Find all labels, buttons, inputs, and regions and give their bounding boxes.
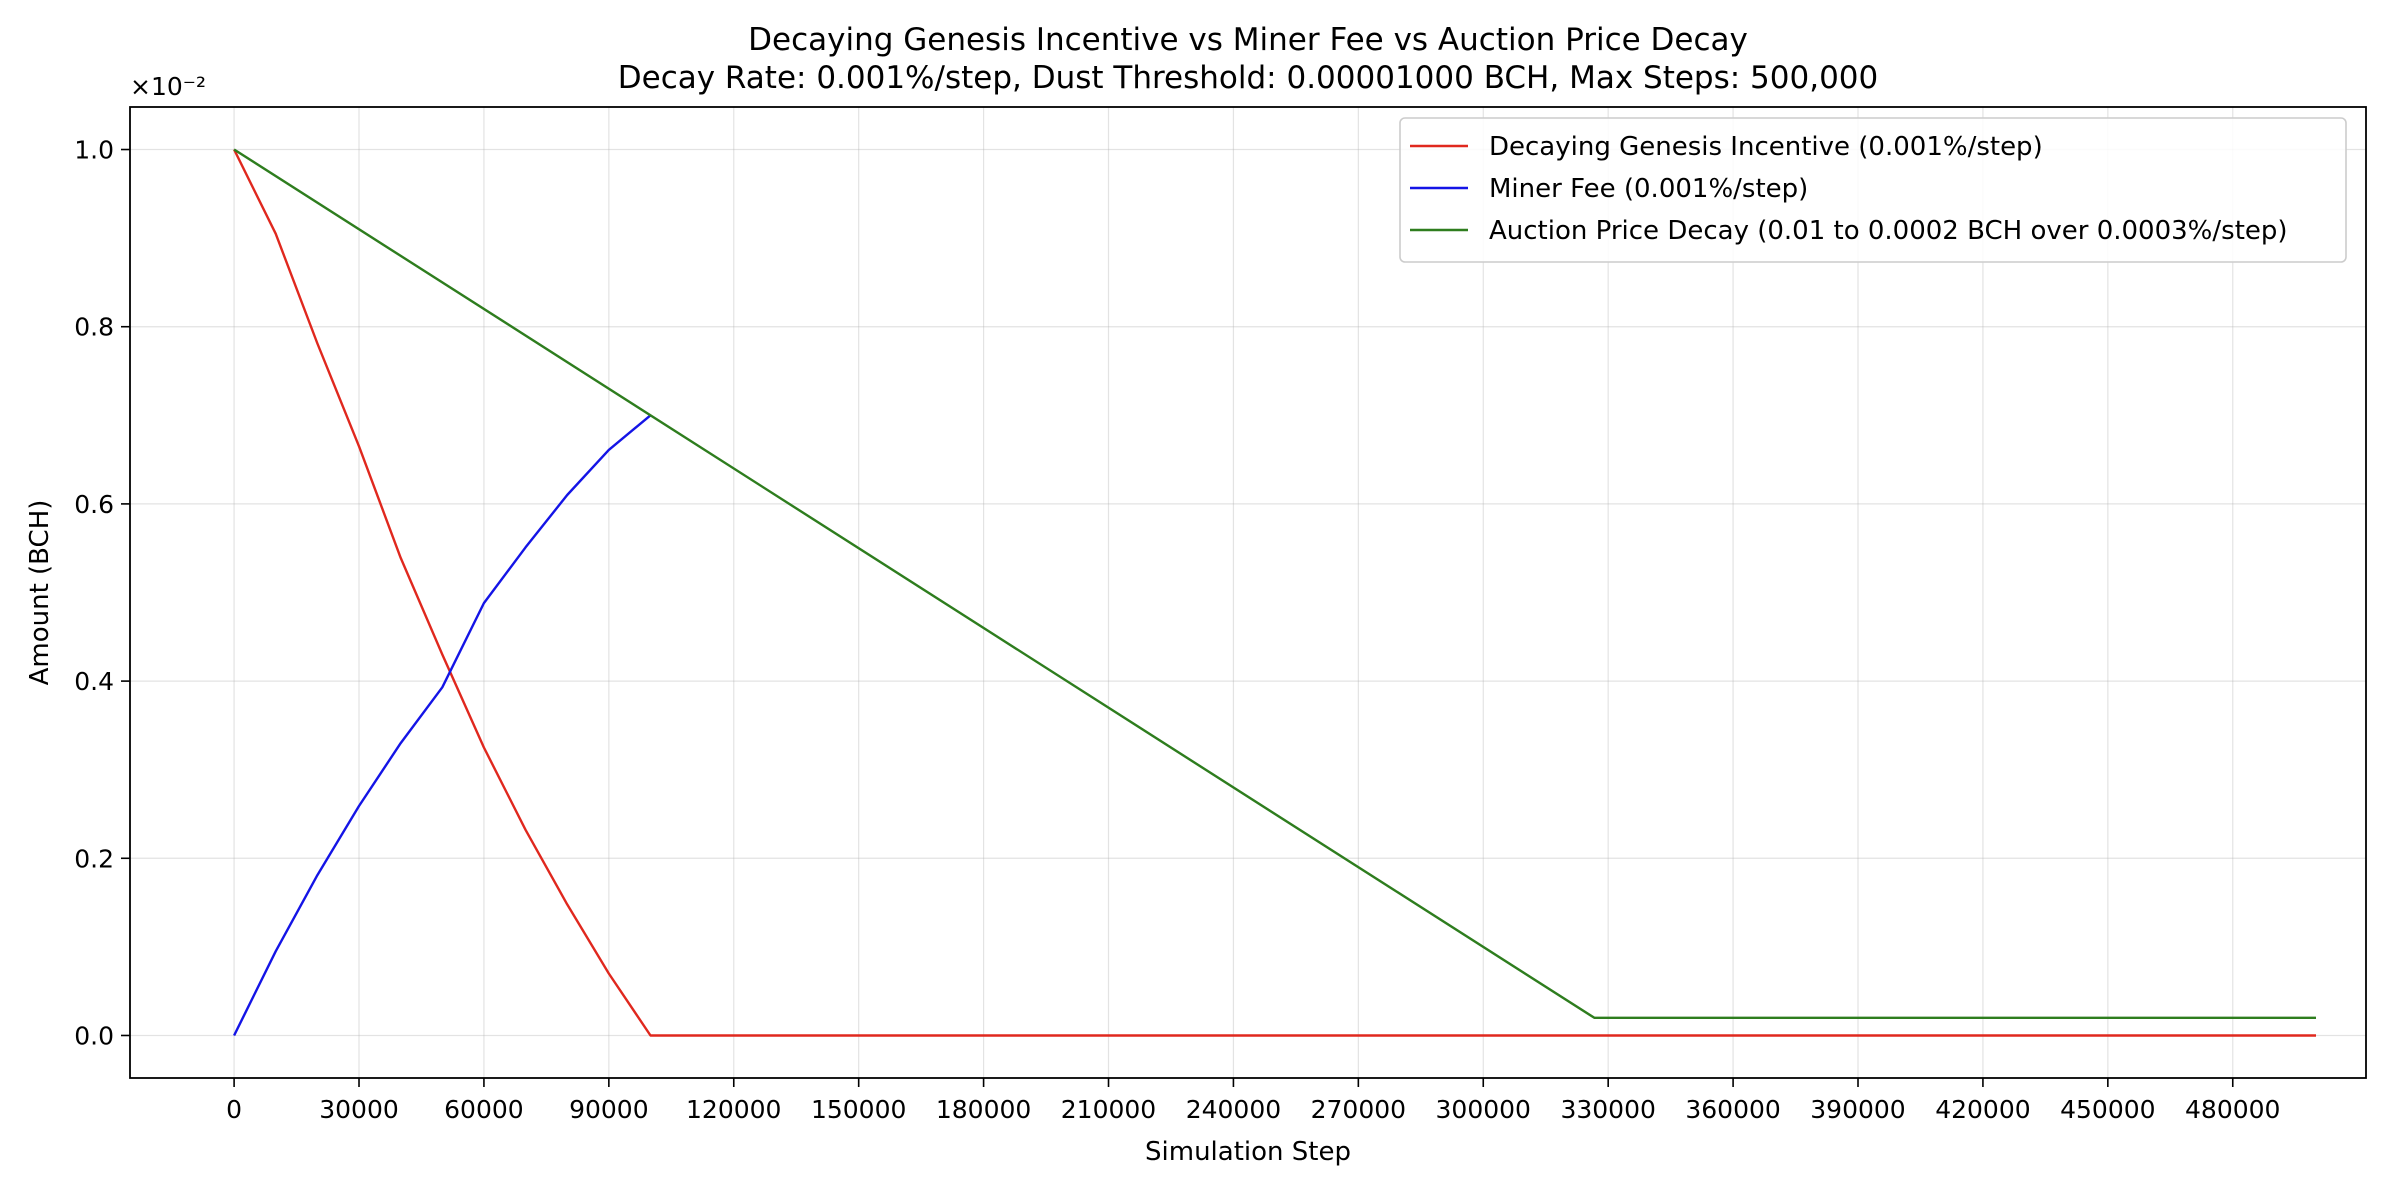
x-tick-label: 120000 xyxy=(686,1095,781,1124)
legend: Decaying Genesis Incentive (0.001%/step)… xyxy=(1399,117,2347,263)
x-axis-label: Simulation Step xyxy=(1145,1137,1351,1167)
x-tick-label: 180000 xyxy=(936,1095,1031,1124)
x-tick-label: 390000 xyxy=(1810,1095,1905,1124)
series-layer xyxy=(233,148,2316,1037)
y-axis-offset-text: ×10⁻² xyxy=(130,72,206,101)
y-tick-label: 0.6 xyxy=(74,490,114,519)
y-axis-ticks: 0.0 0.2 0.4 0.6 0.8 1.0 xyxy=(74,136,130,1050)
x-tick-label: 0 xyxy=(226,1095,242,1124)
y-tick-label: 0.2 xyxy=(74,844,114,873)
y-tick-label: 1.0 xyxy=(74,136,114,165)
y-tick-label: 0.4 xyxy=(74,667,114,696)
legend-label-1: Decaying Genesis Incentive (0.001%/step) xyxy=(1489,132,2043,162)
x-tick-label: 300000 xyxy=(1436,1095,1531,1124)
x-tick-label: 240000 xyxy=(1186,1095,1281,1124)
x-tick-label: 450000 xyxy=(2060,1095,2155,1124)
y-axis-label: Amount (BCH) xyxy=(25,500,55,686)
x-tick-label: 150000 xyxy=(811,1095,906,1124)
series-line-1 xyxy=(233,148,2316,1037)
x-tick-label: 330000 xyxy=(1560,1095,1655,1124)
chart-subtitle: Decay Rate: 0.001%/step, Dust Threshold:… xyxy=(618,60,1879,96)
legend-label-3: Auction Price Decay (0.01 to 0.0002 BCH … xyxy=(1489,216,2288,246)
x-tick-label: 60000 xyxy=(444,1095,524,1124)
series-line-3 xyxy=(233,148,2316,1019)
x-tick-label: 210000 xyxy=(1061,1095,1156,1124)
x-tick-label: 30000 xyxy=(319,1095,399,1124)
x-tick-label: 480000 xyxy=(2185,1095,2280,1124)
x-axis-ticks: 0 30000 60000 90000 120000 150000 180000 210000… xyxy=(226,1078,2280,1124)
series-line-2 xyxy=(233,414,652,1037)
x-tick-label: 90000 xyxy=(569,1095,649,1124)
y-tick-label: 0.0 xyxy=(74,1021,114,1050)
chart-title: Decaying Genesis Incentive vs Miner Fee … xyxy=(748,22,1748,58)
plot-frame xyxy=(129,106,2367,1079)
legend-label-2: Miner Fee (0.001%/step) xyxy=(1489,174,1808,204)
legend-box xyxy=(1399,117,2347,263)
x-tick-label: 360000 xyxy=(1685,1095,1780,1124)
y-tick-label: 0.8 xyxy=(74,313,114,342)
x-tick-label: 270000 xyxy=(1311,1095,1406,1124)
x-tick-label: 420000 xyxy=(1935,1095,2030,1124)
